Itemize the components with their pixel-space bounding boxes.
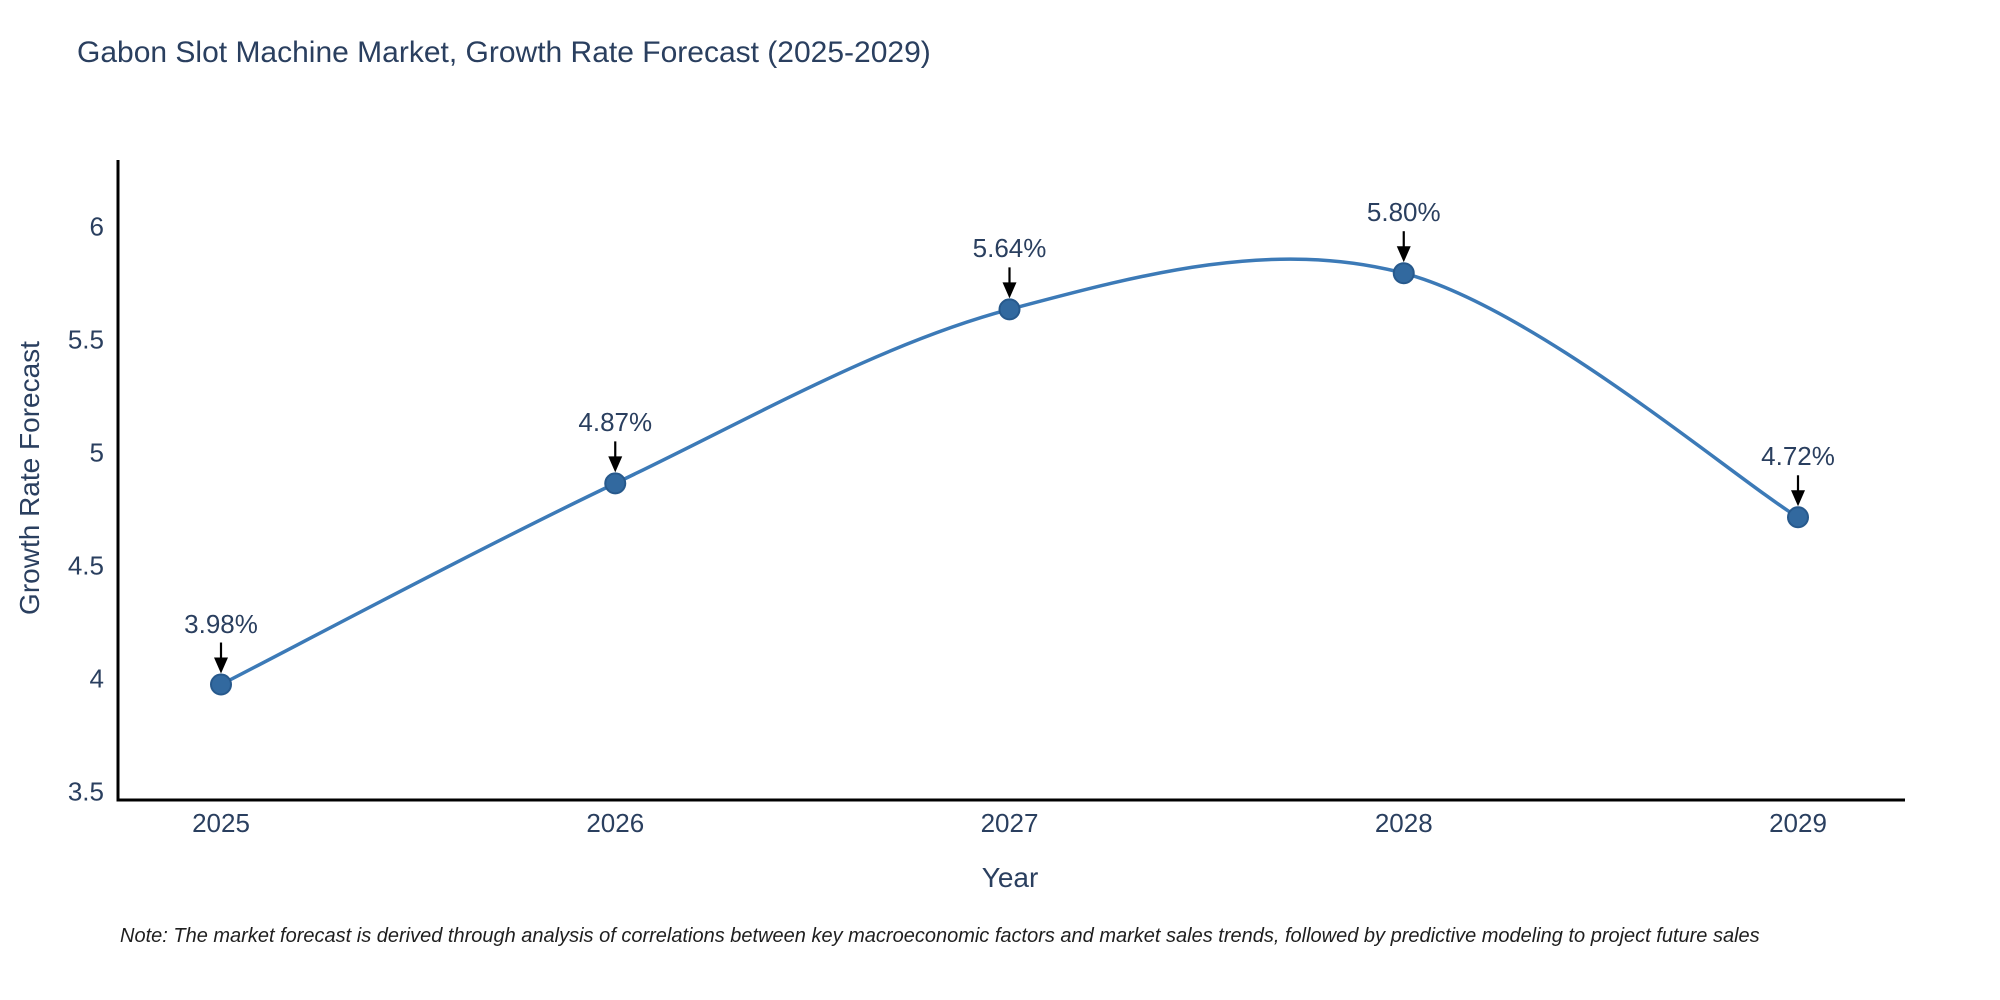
data-point-marker-2028 <box>1392 262 1415 285</box>
point-value-label-2028: 5.80% <box>1366 197 1441 228</box>
x-tick-label-2029: 2029 <box>1769 808 1827 838</box>
annotation-arrowhead-icon <box>214 657 228 674</box>
annotation-arrowhead-icon <box>1396 246 1411 263</box>
data-point-marker-2027 <box>998 298 1021 321</box>
growth-rate-spline-line <box>220 257 1799 687</box>
y-tick-label-4: 4 <box>89 663 104 694</box>
y-tick-label-4.5: 4.5 <box>67 550 104 581</box>
y-tick-label-3.5: 3.5 <box>67 776 104 807</box>
data-point-markers <box>210 262 1809 696</box>
footnote: Note: The market forecast is derived thr… <box>120 925 1760 947</box>
point-value-label-2026: 4.87% <box>578 407 653 438</box>
x-tick-label-2025: 2025 <box>192 808 250 838</box>
annotation-arrows <box>214 231 1805 674</box>
annotation-arrowhead-icon <box>1002 282 1017 299</box>
data-point-marker-2026 <box>604 472 627 495</box>
x-tick-label-2027: 2027 <box>980 808 1039 838</box>
y-tick-label-6: 6 <box>89 211 104 242</box>
data-point-marker-2025 <box>210 673 232 696</box>
annotation-arrowhead-icon <box>608 456 623 473</box>
point-value-label-2025: 3.98% <box>184 608 258 639</box>
x-tick-label-2026: 2026 <box>586 808 645 838</box>
y-tick-label-5.5: 5.5 <box>67 324 104 355</box>
point-value-label-2027: 5.64% <box>972 233 1047 264</box>
y-tick-label-5: 5 <box>89 437 104 468</box>
chart-title: Gabon Slot Machine Market, Growth Rate F… <box>77 36 931 69</box>
annotation-arrowhead-icon <box>1791 490 1805 507</box>
x-tick-label-2028: 2028 <box>1374 808 1433 838</box>
data-point-marker-2029 <box>1787 506 1809 529</box>
point-value-label-2029: 4.72% <box>1761 441 1835 472</box>
x-axis-title: Year <box>981 862 1039 893</box>
